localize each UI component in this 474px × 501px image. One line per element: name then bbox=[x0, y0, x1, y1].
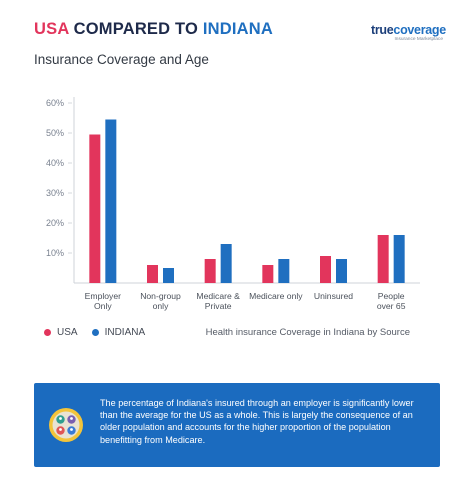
x-category-label: Uninsured bbox=[314, 291, 353, 301]
x-category-label: Employer bbox=[85, 291, 121, 301]
bar-indiana-5 bbox=[393, 235, 405, 283]
bar-usa-1 bbox=[147, 265, 158, 283]
legend-item-indiana: INDIANA bbox=[91, 327, 146, 338]
y-tick-label: 50% bbox=[46, 128, 64, 138]
bar-indiana-4 bbox=[336, 259, 347, 283]
y-tick-label: 40% bbox=[46, 158, 64, 168]
chart-source: Health insurance Coverage in Indiana by … bbox=[205, 327, 410, 338]
title-usa: USA bbox=[34, 20, 69, 38]
bar-indiana-2 bbox=[220, 244, 232, 283]
bar-usa-5 bbox=[377, 235, 389, 283]
title-compared-to: COMPARED TO bbox=[73, 20, 199, 38]
x-category-label: over 65 bbox=[377, 301, 406, 311]
legend: USA INDIANA bbox=[44, 327, 159, 338]
x-category-label: People bbox=[378, 291, 405, 301]
bar-usa-2 bbox=[204, 259, 216, 283]
insight-callout: The percentage of Indiana's insured thro… bbox=[34, 383, 440, 467]
logo-brand-coverage: coverage bbox=[393, 23, 446, 37]
x-category-label: Private bbox=[205, 301, 232, 311]
y-tick-label: 30% bbox=[46, 188, 64, 198]
legend-swatch-usa bbox=[44, 329, 51, 336]
bar-indiana-3 bbox=[278, 259, 290, 283]
logo-tagline: Insurance Marketplace bbox=[394, 37, 443, 42]
title-indiana: INDIANA bbox=[202, 20, 274, 38]
x-category-label: Medicare only bbox=[249, 291, 303, 301]
x-category-label: Medicare & bbox=[196, 291, 240, 301]
legend-label-indiana: INDIANA bbox=[104, 327, 146, 338]
bar-usa-0 bbox=[89, 134, 101, 283]
bar-usa-4 bbox=[320, 256, 331, 283]
x-category-label: Non-group bbox=[140, 291, 181, 301]
bar-chart: 10%20%30%40%50%60%EmployerOnlyNon-groupo… bbox=[46, 97, 420, 311]
people-group-icon bbox=[48, 407, 84, 443]
legend-label-usa: USA bbox=[57, 327, 78, 338]
legend-swatch-indiana bbox=[91, 329, 99, 336]
legend-item-usa: USA bbox=[44, 327, 78, 338]
y-tick-label: 10% bbox=[46, 248, 64, 258]
bar-indiana-1 bbox=[163, 268, 174, 283]
bar-usa-3 bbox=[262, 265, 274, 283]
logo-brand-true: true bbox=[371, 23, 394, 37]
bar-indiana-0 bbox=[105, 119, 117, 283]
x-category-label: only bbox=[153, 301, 169, 311]
y-tick-label: 20% bbox=[46, 218, 64, 228]
chart-title: USA COMPARED TO INDIANA bbox=[34, 20, 273, 39]
y-tick-label: 60% bbox=[46, 98, 64, 108]
x-category-label: Only bbox=[94, 301, 112, 311]
chart-subtitle: Insurance Coverage and Age bbox=[34, 52, 209, 67]
truecoverage-logo: truecoverage Insurance Marketplace bbox=[371, 23, 446, 42]
callout-text: The percentage of Indiana's insured thro… bbox=[100, 398, 414, 445]
